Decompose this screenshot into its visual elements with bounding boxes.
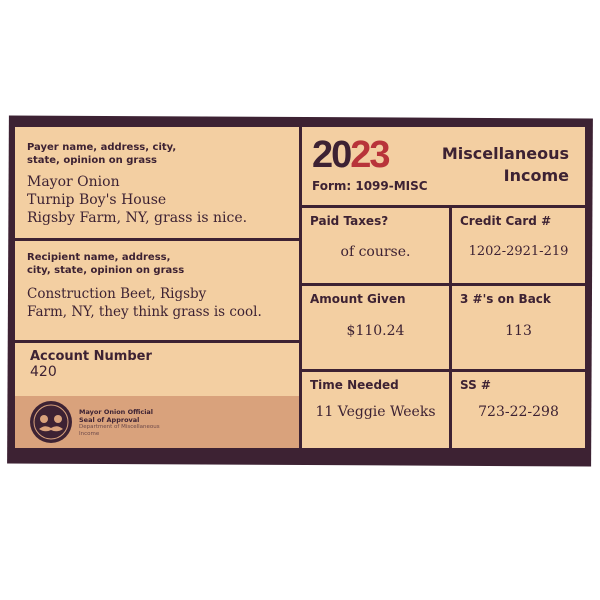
field-label: SS # bbox=[460, 378, 491, 392]
account-box: Account Number 420 bbox=[15, 343, 299, 396]
recipient-line: Construction Beet, Rigsby bbox=[27, 286, 207, 302]
field-label: Amount Given bbox=[310, 292, 406, 306]
field-value: 1202-2921-219 bbox=[468, 244, 569, 259]
payer-line: Turnip Boy's House bbox=[27, 192, 167, 208]
field-value: 723-22-298 bbox=[478, 404, 559, 420]
paid-taxes-box: Paid Taxes? of course. bbox=[302, 208, 449, 283]
recipient-box: Recipient name, address, city, state, op… bbox=[15, 241, 299, 340]
seal-subtitle: Seal of Approval bbox=[79, 416, 140, 424]
field-label: Paid Taxes? bbox=[310, 214, 389, 228]
time-needed-box: Time Needed 11 Veggie Weeks bbox=[302, 372, 449, 448]
account-number: 420 bbox=[30, 364, 57, 380]
ss-number-box: SS # 723-22-298 bbox=[452, 372, 585, 448]
back-digits-box: 3 #'s on Back 113 bbox=[452, 286, 585, 369]
field-value: 11 Veggie Weeks bbox=[315, 404, 436, 420]
recipient-label: Recipient name, address, city, state, op… bbox=[27, 252, 185, 276]
account-label: Account Number bbox=[30, 349, 152, 364]
payer-box: Payer name, address, city, state, opinio… bbox=[15, 127, 299, 238]
field-value: of course. bbox=[340, 244, 411, 260]
payer-line: Mayor Onion bbox=[27, 174, 120, 190]
recipient-line: Farm, NY, they think grass is cool. bbox=[27, 304, 262, 320]
credit-card-box: Credit Card # 1202-2921-219 bbox=[452, 208, 585, 283]
form-header: 2023 Form: 1099-MISC Miscellaneous Incom… bbox=[302, 127, 585, 205]
year-prefix: 20 bbox=[312, 134, 352, 176]
mayor-onion-seal-icon bbox=[30, 401, 72, 443]
form-number: Form: 1099-MISC bbox=[312, 179, 428, 193]
form-title-line: Income bbox=[503, 166, 569, 185]
payer-label: Payer name, address, city, state, opinio… bbox=[27, 142, 177, 166]
payer-line: Rigsby Farm, NY, grass is nice. bbox=[27, 210, 248, 226]
field-value: 113 bbox=[505, 323, 532, 339]
field-label: Time Needed bbox=[310, 378, 399, 392]
form-title-line: Miscellaneous bbox=[441, 144, 569, 163]
year-suffix: 23 bbox=[350, 134, 390, 176]
field-label: 3 #'s on Back bbox=[460, 292, 551, 306]
seal-band: Mayor Onion Official Seal of Approval De… bbox=[15, 396, 299, 448]
amount-given-box: Amount Given $110.24 bbox=[302, 286, 449, 369]
field-label: Credit Card # bbox=[460, 214, 552, 228]
field-value: $110.24 bbox=[346, 323, 405, 339]
seal-title: Mayor Onion Official bbox=[79, 408, 154, 416]
seal-department: Department of Miscellaneous Income bbox=[79, 424, 160, 437]
